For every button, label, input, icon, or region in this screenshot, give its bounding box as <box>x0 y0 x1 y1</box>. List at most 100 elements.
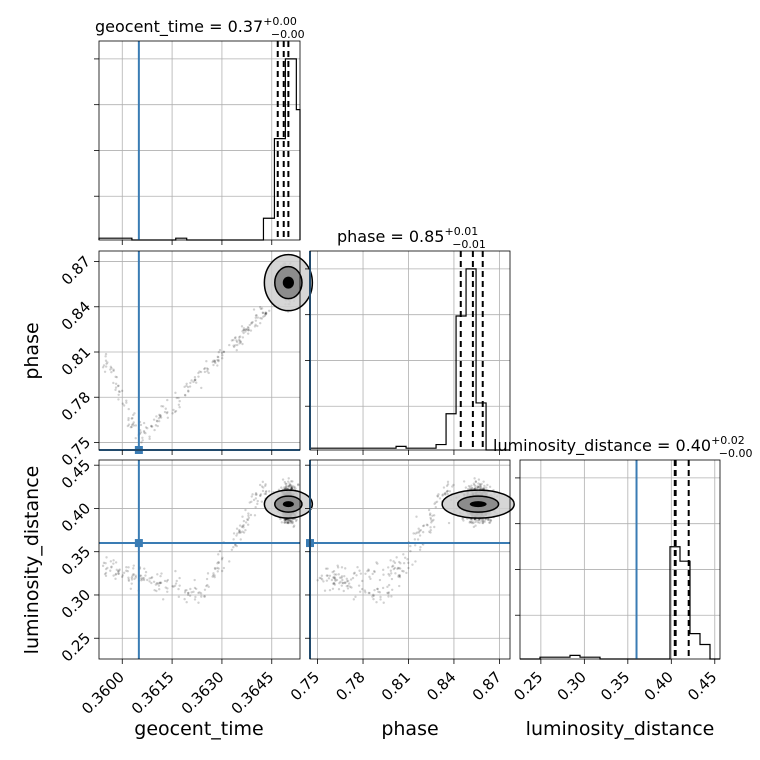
sample-point <box>159 574 162 578</box>
sample-point <box>242 519 246 523</box>
sample-point <box>159 414 162 418</box>
sample-point <box>482 519 485 523</box>
sample-point <box>246 523 250 526</box>
sample-point <box>379 598 382 601</box>
sample-point <box>290 487 293 490</box>
contours-phase-vs-geocent-time <box>263 253 314 312</box>
sample-point <box>428 513 432 517</box>
sample-point <box>106 566 109 570</box>
sample-point <box>316 579 319 582</box>
sample-point <box>398 574 401 577</box>
sample-point <box>358 590 362 593</box>
sample-point <box>337 588 341 591</box>
sample-point <box>220 558 224 561</box>
sample-point <box>477 482 480 485</box>
sample-point <box>214 567 217 571</box>
sample-point <box>256 499 259 503</box>
sample-point <box>127 423 131 426</box>
sample-point <box>398 567 402 570</box>
sample-point <box>131 422 135 426</box>
sample-point <box>114 386 118 389</box>
sample-point <box>241 530 244 533</box>
sample-point <box>222 350 226 354</box>
sample-point <box>322 580 325 583</box>
sample-point <box>345 577 349 581</box>
sample-point <box>189 381 192 385</box>
sample-point <box>287 520 290 523</box>
sample-point <box>363 589 367 592</box>
sample-point <box>285 487 289 490</box>
sample-point <box>205 584 208 588</box>
sample-point <box>334 579 337 583</box>
y-tick-label: 0.84 <box>58 298 94 334</box>
sample-point <box>194 595 197 599</box>
sample-point <box>376 587 379 591</box>
truth-lines-luminosity-distance-vs-geocent-time <box>99 460 300 659</box>
x-tick-label: 0.3600 <box>78 668 128 718</box>
histogram-step <box>309 268 510 451</box>
sample-point <box>104 571 108 575</box>
sample-point <box>148 580 151 583</box>
sample-point <box>165 580 169 583</box>
sample-point <box>469 520 472 523</box>
sample-point <box>117 569 121 572</box>
sample-point <box>244 328 247 331</box>
sample-point <box>104 365 108 368</box>
sample-point <box>239 341 242 344</box>
sample-point <box>116 384 120 388</box>
sample-point <box>344 581 347 585</box>
sample-point <box>332 582 336 585</box>
sample-point <box>235 348 238 352</box>
sample-point <box>117 384 120 387</box>
sample-point <box>216 566 219 570</box>
sample-point <box>158 415 162 419</box>
panel-luminosity-distance-vs-phase: 0.75 0.78 0.81 0.84 0.87 <box>287 459 515 704</box>
sample-point <box>391 588 394 591</box>
sample-point <box>330 578 334 582</box>
sample-point <box>159 581 162 584</box>
sample-point <box>448 490 452 493</box>
sample-point <box>144 574 147 577</box>
sample-point <box>104 355 107 358</box>
sample-point <box>378 578 382 582</box>
sample-point <box>213 574 216 577</box>
sample-point <box>248 501 251 504</box>
sample-point <box>141 436 144 440</box>
sample-point <box>488 518 491 521</box>
sample-point <box>185 588 188 592</box>
sample-point <box>142 421 146 425</box>
sample-point <box>414 560 417 563</box>
contour-outer <box>263 253 314 312</box>
sample-point <box>284 486 287 490</box>
sample-point <box>153 428 156 432</box>
sample-point <box>287 480 290 483</box>
sample-point <box>434 501 437 504</box>
sample-point <box>470 518 473 521</box>
sample-point <box>438 497 442 500</box>
sample-point <box>125 399 128 402</box>
sample-point <box>150 576 153 580</box>
sample-point <box>153 588 156 592</box>
sample-point <box>343 574 346 578</box>
sample-point <box>279 517 282 521</box>
sample-point <box>461 517 464 521</box>
sample-point <box>414 532 417 535</box>
sample-point <box>246 332 250 335</box>
sample-point <box>157 419 161 423</box>
x-tick-label: 0.3645 <box>228 668 278 718</box>
sample-point <box>429 526 432 529</box>
sample-point <box>398 560 401 564</box>
sample-point <box>386 585 389 589</box>
sample-point <box>212 574 215 577</box>
sample-point <box>239 531 242 534</box>
sample-point <box>432 514 436 517</box>
sample-point <box>206 572 210 575</box>
ticks-phase-hist <box>305 268 500 455</box>
quantile-lines-phase <box>459 251 484 450</box>
sample-point <box>486 483 489 487</box>
sample-point <box>285 482 288 486</box>
sample-point <box>252 308 256 311</box>
sample-point <box>367 568 370 571</box>
sample-point <box>483 484 486 488</box>
sample-point <box>469 521 473 524</box>
